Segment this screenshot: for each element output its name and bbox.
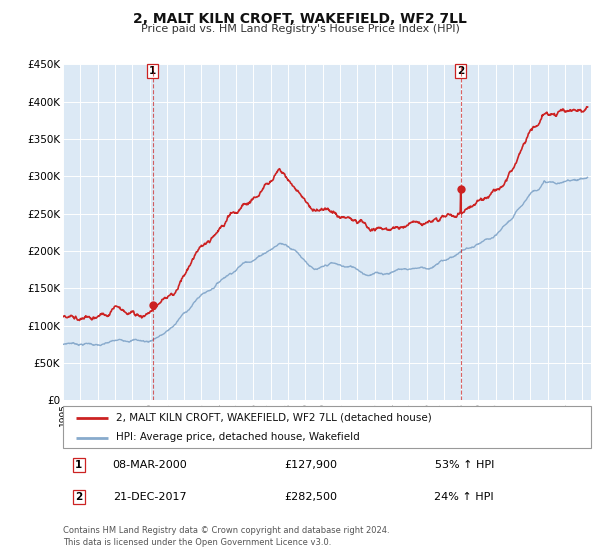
Text: 21-DEC-2017: 21-DEC-2017: [113, 492, 187, 502]
Text: 53% ↑ HPI: 53% ↑ HPI: [434, 460, 494, 470]
Text: 1: 1: [149, 66, 156, 76]
Text: 2: 2: [75, 492, 82, 502]
Text: Contains HM Land Registry data © Crown copyright and database right 2024.: Contains HM Land Registry data © Crown c…: [63, 526, 389, 535]
Text: 08-MAR-2000: 08-MAR-2000: [113, 460, 187, 470]
Text: 24% ↑ HPI: 24% ↑ HPI: [434, 492, 494, 502]
Text: HPI: Average price, detached house, Wakefield: HPI: Average price, detached house, Wake…: [116, 432, 359, 442]
Text: 2, MALT KILN CROFT, WAKEFIELD, WF2 7LL (detached house): 2, MALT KILN CROFT, WAKEFIELD, WF2 7LL (…: [116, 413, 431, 423]
Text: £282,500: £282,500: [284, 492, 338, 502]
Text: 2, MALT KILN CROFT, WAKEFIELD, WF2 7LL: 2, MALT KILN CROFT, WAKEFIELD, WF2 7LL: [133, 12, 467, 26]
Text: 1: 1: [75, 460, 82, 470]
Text: This data is licensed under the Open Government Licence v3.0.: This data is licensed under the Open Gov…: [63, 538, 331, 547]
Text: Price paid vs. HM Land Registry's House Price Index (HPI): Price paid vs. HM Land Registry's House …: [140, 24, 460, 34]
Text: 2: 2: [457, 66, 464, 76]
Text: £127,900: £127,900: [284, 460, 338, 470]
